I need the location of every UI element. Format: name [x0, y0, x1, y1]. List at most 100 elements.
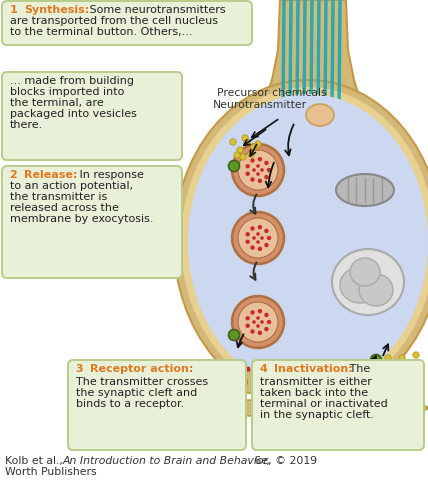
Circle shape	[315, 366, 321, 372]
Text: the synaptic cleft and: the synaptic cleft and	[76, 388, 197, 398]
Circle shape	[399, 355, 405, 361]
Circle shape	[413, 361, 419, 367]
Circle shape	[250, 158, 255, 162]
Ellipse shape	[188, 94, 428, 390]
Circle shape	[264, 327, 269, 332]
Circle shape	[246, 172, 250, 176]
Circle shape	[256, 164, 260, 168]
Circle shape	[258, 246, 262, 251]
Text: Some neurotransmitters: Some neurotransmitters	[86, 5, 226, 15]
Circle shape	[258, 309, 262, 314]
Circle shape	[238, 302, 278, 342]
Circle shape	[246, 324, 250, 328]
Circle shape	[303, 377, 313, 387]
Circle shape	[270, 368, 274, 372]
Circle shape	[392, 369, 398, 375]
Text: the terminal, are: the terminal, are	[10, 98, 104, 108]
Circle shape	[352, 377, 362, 387]
Circle shape	[264, 175, 269, 180]
Circle shape	[260, 236, 264, 240]
Circle shape	[246, 232, 250, 236]
Circle shape	[401, 377, 411, 387]
Circle shape	[256, 316, 260, 320]
Text: terminal or inactivated: terminal or inactivated	[260, 399, 388, 409]
Text: An Introduction to Brain and Behavior,: An Introduction to Brain and Behavior,	[63, 456, 271, 466]
Circle shape	[294, 368, 298, 374]
Circle shape	[267, 236, 271, 240]
Text: to an action potential,: to an action potential,	[10, 181, 133, 191]
Text: transmitter is either: transmitter is either	[260, 377, 372, 387]
Circle shape	[264, 243, 269, 248]
Circle shape	[250, 310, 255, 314]
Circle shape	[371, 354, 381, 366]
Circle shape	[270, 377, 280, 387]
Text: to the terminal button. Others,...: to the terminal button. Others,...	[10, 27, 193, 37]
Circle shape	[287, 377, 297, 387]
Circle shape	[260, 320, 264, 324]
Circle shape	[221, 377, 231, 387]
Circle shape	[307, 372, 312, 376]
Circle shape	[393, 362, 399, 368]
Ellipse shape	[306, 104, 334, 126]
Circle shape	[238, 218, 278, 258]
Text: packaged into vesicles: packaged into vesicles	[10, 109, 137, 119]
Circle shape	[254, 377, 264, 387]
Circle shape	[258, 225, 262, 230]
Circle shape	[255, 141, 261, 147]
Circle shape	[234, 152, 240, 158]
Circle shape	[385, 355, 391, 361]
FancyBboxPatch shape	[2, 1, 252, 45]
Text: Synthesis:: Synthesis:	[24, 5, 89, 15]
Ellipse shape	[174, 80, 428, 404]
Text: are transported from the cell nucleus: are transported from the cell nucleus	[10, 16, 218, 26]
Text: membrane by exocytosis.: membrane by exocytosis.	[10, 214, 154, 224]
FancyBboxPatch shape	[68, 360, 246, 450]
Text: The: The	[346, 364, 370, 374]
Ellipse shape	[188, 94, 428, 390]
Text: blocks imported into: blocks imported into	[10, 87, 125, 97]
Circle shape	[413, 352, 419, 358]
Ellipse shape	[340, 267, 380, 303]
Circle shape	[256, 232, 260, 236]
Circle shape	[229, 160, 240, 172]
Ellipse shape	[332, 249, 404, 315]
Circle shape	[232, 212, 284, 264]
Circle shape	[251, 144, 257, 150]
Circle shape	[232, 296, 284, 348]
FancyBboxPatch shape	[2, 72, 182, 160]
Circle shape	[242, 135, 248, 141]
Circle shape	[250, 330, 255, 334]
Circle shape	[256, 240, 260, 244]
Text: 1: 1	[10, 5, 26, 15]
Circle shape	[336, 377, 346, 387]
Circle shape	[244, 139, 250, 145]
Text: Precursor chemicals: Precursor chemicals	[217, 88, 327, 98]
Circle shape	[246, 316, 250, 320]
Circle shape	[250, 226, 255, 230]
Ellipse shape	[188, 399, 428, 417]
Circle shape	[385, 377, 395, 387]
Text: Inactivation:: Inactivation:	[274, 364, 353, 374]
Circle shape	[258, 330, 262, 335]
Circle shape	[264, 228, 269, 233]
Text: Worth Publishers: Worth Publishers	[5, 467, 97, 477]
Ellipse shape	[181, 87, 428, 397]
Circle shape	[256, 324, 260, 328]
Circle shape	[264, 312, 269, 317]
Text: Release:: Release:	[24, 170, 77, 180]
Text: in the synaptic cleft.: in the synaptic cleft.	[260, 410, 374, 420]
Circle shape	[246, 164, 250, 168]
Text: the transmitter is: the transmitter is	[10, 192, 107, 202]
Text: released across the: released across the	[10, 203, 119, 213]
Text: In response: In response	[76, 170, 144, 180]
Text: ... made from building: ... made from building	[10, 76, 134, 86]
Circle shape	[205, 377, 215, 387]
Circle shape	[260, 168, 264, 172]
Circle shape	[252, 320, 256, 324]
Circle shape	[235, 372, 240, 376]
Circle shape	[248, 151, 254, 157]
Text: Neurotransmitter: Neurotransmitter	[213, 100, 307, 110]
Circle shape	[230, 139, 236, 145]
Circle shape	[232, 144, 284, 196]
Circle shape	[258, 178, 262, 183]
